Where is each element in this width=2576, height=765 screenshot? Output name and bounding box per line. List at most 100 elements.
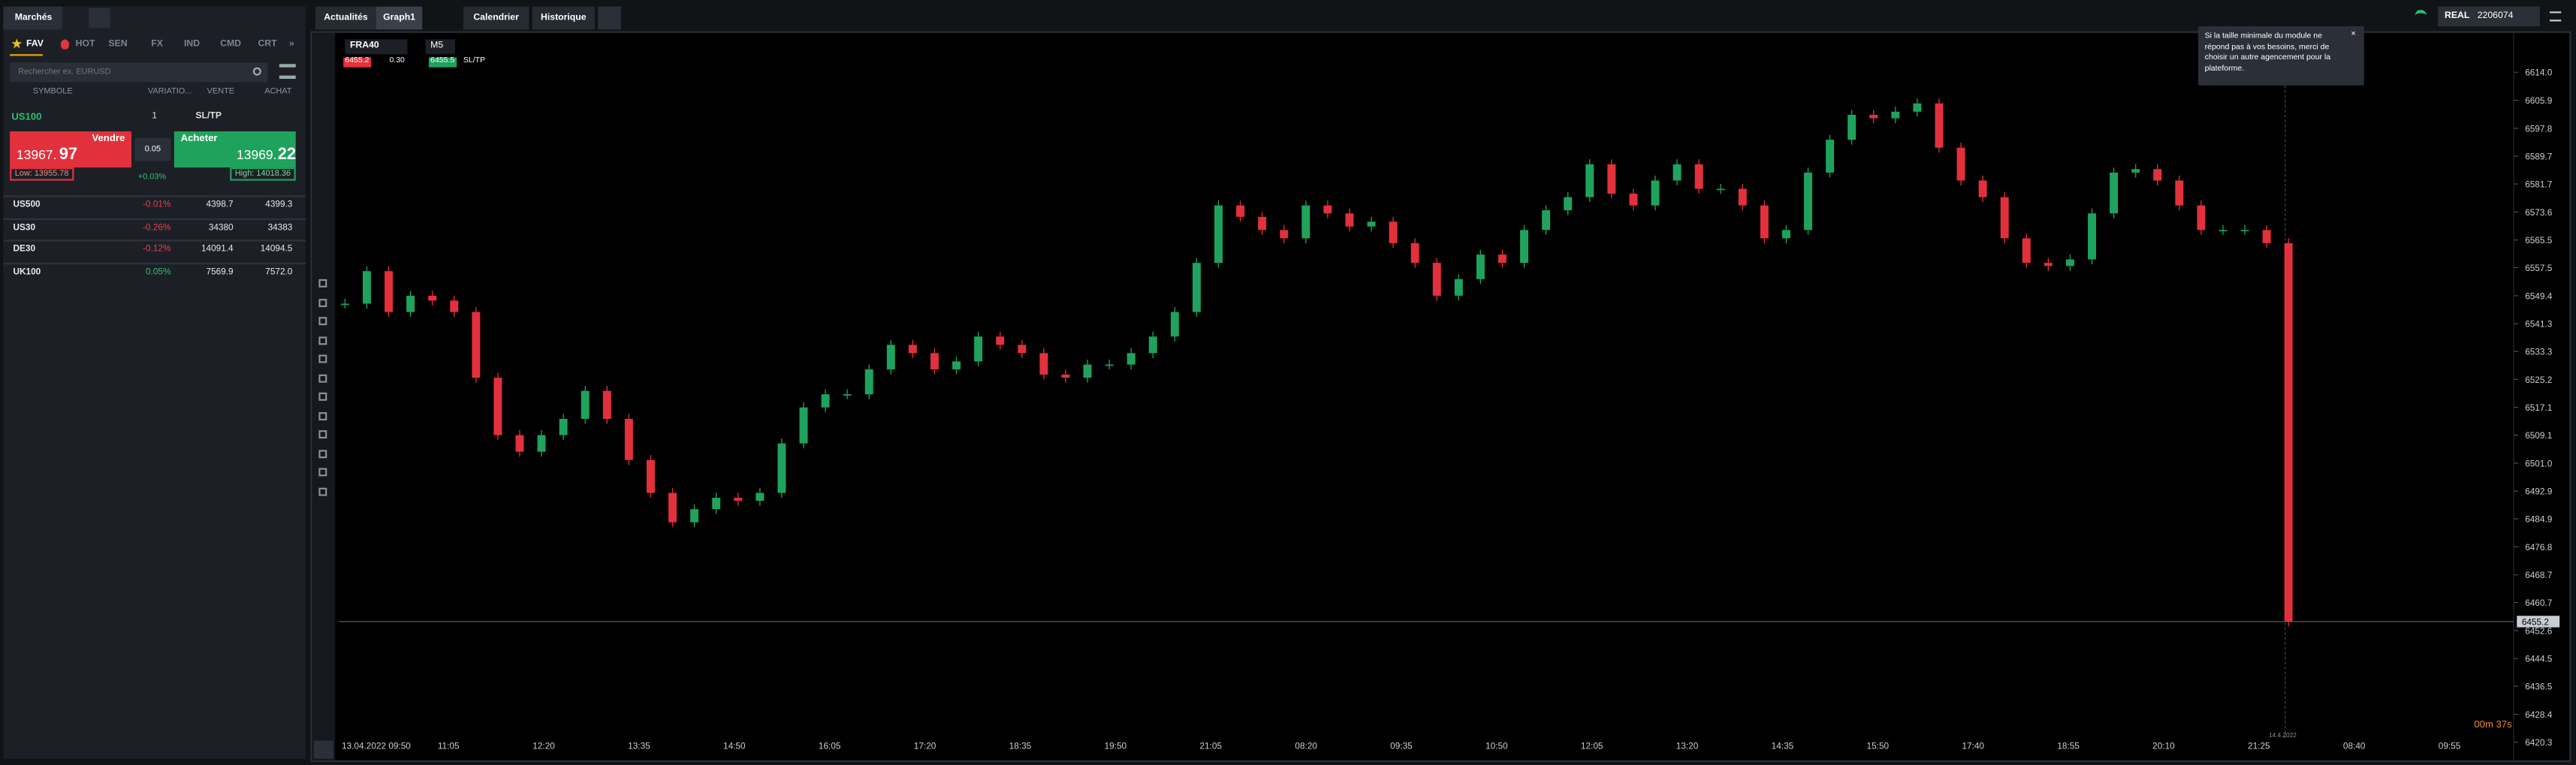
account-box[interactable] (2438, 6, 2540, 26)
row-symbol[interactable]: US500 (13, 200, 41, 210)
x-tick-label: 12:20 (532, 741, 555, 751)
candle-body (1280, 230, 1289, 239)
close-button[interactable]: × (2351, 29, 2356, 40)
tool-icon[interactable] (318, 336, 327, 345)
x-tick-label: 17:20 (914, 741, 937, 751)
market-tab[interactable]: HOT (59, 35, 95, 56)
tool-icon[interactable] (318, 430, 327, 439)
bid-price[interactable]: 6455.2 (343, 57, 371, 68)
candle-body (1891, 111, 1900, 119)
add-tab[interactable] (598, 6, 621, 30)
add-indicator[interactable] (313, 740, 334, 759)
candle-body (2219, 230, 2228, 232)
candle-body (1826, 140, 1835, 173)
timeframe-selector[interactable]: M5 (425, 39, 455, 55)
candle-body (1629, 193, 1638, 206)
y-tick-label: 6605.9 (2525, 95, 2552, 106)
tool-icon[interactable] (318, 468, 327, 477)
y-tick-label: 6452.6 (2525, 625, 2553, 636)
candle-body (2065, 259, 2074, 267)
y-tick-label: 6484.9 (2525, 514, 2552, 524)
y-tick-label: 6581.7 (2525, 179, 2552, 189)
menu-icon[interactable] (2550, 11, 2562, 22)
candle-body (1738, 188, 1747, 206)
x-tick-label: 08:20 (1295, 741, 1317, 751)
tool-icon[interactable] (318, 317, 327, 326)
candle-body (1564, 197, 1573, 211)
buy-button[interactable]: Acheter 13969. 22 (173, 131, 297, 168)
candle-body (1935, 103, 1944, 148)
account-id[interactable]: 2206074 (2477, 11, 2514, 22)
y-tick-label: 6557.5 (2525, 263, 2553, 273)
chart-sltp[interactable]: SL/TP (463, 57, 486, 66)
symbol-selector[interactable]: FRA40 (345, 39, 408, 55)
candle-body (1258, 216, 1267, 230)
sell-button[interactable]: Vendre 13967. 97 (10, 131, 131, 168)
chart-area (310, 31, 2571, 762)
active-symbol[interactable]: US100 (11, 113, 42, 124)
list-view-toggle[interactable] (279, 64, 296, 79)
candle-body (1673, 164, 1682, 181)
y-tick-label: 6476.8 (2525, 542, 2553, 553)
candle-body (1498, 254, 1507, 264)
tool-icon[interactable] (318, 354, 327, 363)
tool-icon[interactable] (318, 486, 327, 495)
candle-body (2262, 230, 2271, 243)
markets-panel: Marchés FAV ★ HOT SEN FX IND CMD CRT » Rechercher … (3, 6, 306, 759)
y-tick-label: 6492.9 (2525, 486, 2552, 497)
row-value: 34383 (267, 222, 293, 233)
ask-price[interactable]: 6455.5 (428, 57, 457, 68)
y-tick-label: 6428.4 (2525, 709, 2553, 720)
candle-body (624, 418, 633, 460)
top-tab[interactable]: Actualités (315, 6, 376, 30)
market-tab[interactable]: CMD (220, 39, 242, 50)
quantity[interactable]: 1 (152, 111, 158, 122)
market-tab[interactable]: CRT (258, 39, 277, 50)
x-tick-label: 16:05 (819, 741, 841, 751)
top-tab[interactable]: Graph1 (376, 6, 423, 30)
top-tab[interactable]: Calendrier (463, 6, 529, 30)
candle-body (1542, 210, 1551, 230)
panel-title[interactable]: Marchés (3, 6, 63, 30)
tool-icon[interactable] (318, 449, 327, 458)
market-tab[interactable]: IND (184, 39, 201, 50)
candle-body (2022, 238, 2031, 264)
market-tab[interactable]: FX (151, 39, 163, 50)
search-input[interactable]: Rechercher ex. EURUSD (10, 62, 268, 83)
market-tab[interactable]: SEN (108, 39, 128, 50)
market-tab[interactable]: » (289, 39, 294, 50)
row-value: 14094.5 (260, 245, 293, 255)
candle-body (1956, 147, 1965, 181)
candle-body (1476, 254, 1485, 279)
candle-body (1804, 172, 1812, 230)
y-tick-label: 6444.5 (2525, 654, 2553, 664)
countdown: 00m 37s (2474, 718, 2512, 730)
row-value: 0.05% (146, 267, 171, 278)
candle-body (2175, 180, 2184, 206)
row-value: 4399.3 (265, 200, 293, 210)
row-symbol[interactable]: DE30 (13, 245, 36, 255)
tool-icon[interactable] (318, 279, 327, 288)
sltp-button[interactable]: SL/TP (195, 111, 222, 122)
account-mode[interactable]: REAL (2445, 11, 2470, 22)
tool-icon[interactable] (318, 373, 327, 382)
candle-body (1039, 353, 1048, 375)
candle-body (1410, 242, 1419, 264)
column-header: SYMBOLE (32, 86, 73, 98)
add-tab[interactable] (89, 8, 110, 29)
candle-body (406, 295, 415, 312)
x-tick-label: 21:25 (2248, 741, 2270, 751)
candle-body (2088, 213, 2096, 260)
buy-price-big: 22 (277, 146, 297, 164)
row-value: -0.01% (143, 200, 171, 210)
row-symbol[interactable]: US30 (13, 222, 36, 233)
market-tab[interactable]: FAV ★ (10, 35, 44, 56)
x-tick-label: 21:05 (1199, 741, 1222, 751)
tool-icon[interactable] (318, 392, 327, 401)
row-symbol[interactable]: UK100 (13, 267, 41, 278)
candle-body (559, 418, 568, 435)
tool-icon[interactable] (318, 411, 327, 420)
top-tab[interactable]: Historique (532, 6, 595, 30)
tool-icon[interactable] (318, 298, 327, 306)
candle-body (690, 509, 699, 523)
